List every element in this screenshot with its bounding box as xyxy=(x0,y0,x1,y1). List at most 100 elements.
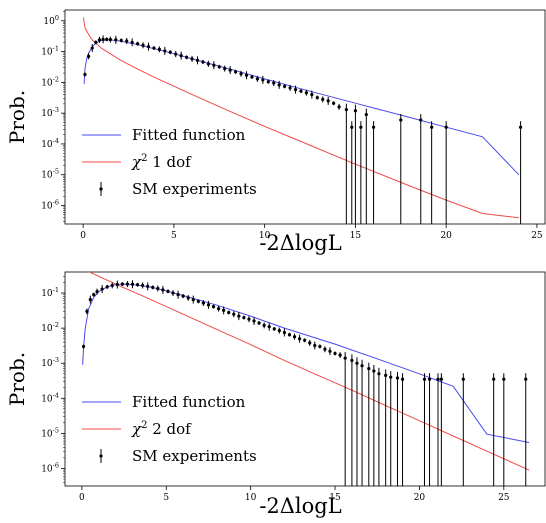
data-point xyxy=(186,296,190,300)
data-point xyxy=(283,84,287,88)
x-tick-label: 20 xyxy=(440,231,452,241)
legend-label: SM experiments xyxy=(132,447,257,465)
legend-swatch-marker xyxy=(99,454,103,458)
data-point xyxy=(234,70,238,74)
data-point xyxy=(266,80,270,84)
legend: Fitted function χ2 1 dof SM experiments xyxy=(82,126,257,198)
data-point xyxy=(267,325,271,329)
data-point xyxy=(161,288,165,292)
y-tick-label: 10-5 xyxy=(41,426,59,439)
data-point xyxy=(97,38,102,42)
data-point xyxy=(201,60,205,64)
data-point xyxy=(130,282,135,286)
data-point xyxy=(86,54,91,58)
data-point xyxy=(90,46,94,50)
data-point xyxy=(223,66,227,71)
x-axis-title: -2ΔlogL xyxy=(259,494,341,518)
data-point xyxy=(201,301,205,305)
y-tick-label: 10-4 xyxy=(41,137,59,150)
data-point xyxy=(389,375,393,379)
data-point xyxy=(359,125,363,129)
data-point xyxy=(242,315,246,320)
data-point xyxy=(146,284,150,288)
data-point xyxy=(141,43,145,47)
data-point xyxy=(168,50,172,54)
data-point xyxy=(337,105,341,109)
fitted-function-line xyxy=(83,39,520,176)
data-point xyxy=(272,327,276,331)
data-point xyxy=(156,286,160,291)
data-point xyxy=(384,373,388,377)
x-tick-label: 0 xyxy=(80,231,86,241)
data-point xyxy=(88,298,92,302)
data-point xyxy=(228,68,232,72)
data-point xyxy=(157,47,161,51)
data-point xyxy=(141,283,145,288)
data-point xyxy=(212,63,216,67)
data-point xyxy=(518,125,523,129)
x-tick-label: 20 xyxy=(414,493,426,503)
data-point xyxy=(257,321,261,325)
plot-frame xyxy=(64,9,546,225)
data-point xyxy=(108,37,112,42)
data-point xyxy=(216,307,221,311)
data-point xyxy=(120,282,124,286)
data-point xyxy=(323,347,327,351)
data-point xyxy=(217,65,221,69)
data-point xyxy=(333,351,337,356)
y-tick-label: 10-2 xyxy=(41,321,59,334)
data-point xyxy=(195,58,200,62)
data-point xyxy=(100,287,104,291)
fitted-function-line xyxy=(82,283,530,443)
data-point xyxy=(85,309,89,313)
y-tick-label: 10-6 xyxy=(41,461,59,474)
y-tick-label: 10-5 xyxy=(41,168,59,181)
plot-area xyxy=(83,17,523,224)
data-point xyxy=(292,335,297,339)
data-point xyxy=(174,52,178,56)
data-point xyxy=(95,289,99,294)
data-point xyxy=(400,377,405,381)
data-point xyxy=(364,112,368,117)
data-point xyxy=(350,125,354,129)
data-point xyxy=(321,97,325,101)
data-point xyxy=(262,323,266,327)
data-point xyxy=(171,291,175,295)
data-point xyxy=(439,377,443,381)
data-point xyxy=(125,282,130,286)
chi2-reference-line xyxy=(88,272,530,471)
legend-label: χ2 2 dof xyxy=(131,420,192,438)
data-point xyxy=(110,283,114,288)
data-point xyxy=(287,333,292,337)
data-point xyxy=(367,367,371,371)
y-tick-label: 10-2 xyxy=(41,75,59,88)
data-point xyxy=(244,73,249,77)
data-point xyxy=(282,330,287,335)
data-point xyxy=(247,317,251,321)
data-point xyxy=(318,344,322,349)
data-point xyxy=(181,294,185,298)
data-point xyxy=(179,53,183,58)
data-point xyxy=(252,319,256,323)
x-tick-label: 0 xyxy=(79,493,85,503)
x-tick-label: 5 xyxy=(163,493,169,503)
data-point xyxy=(151,285,155,289)
data-point xyxy=(419,118,423,122)
y-axis-title: Prob. xyxy=(5,90,29,144)
data-point xyxy=(299,89,303,93)
x-tick-label: 5 xyxy=(171,231,177,241)
data-point xyxy=(344,108,348,112)
data-point xyxy=(125,39,129,43)
x-tick-label: 10 xyxy=(259,231,271,241)
x-tick-label: 15 xyxy=(350,231,362,241)
data-point xyxy=(313,343,317,348)
data-point xyxy=(371,125,376,129)
y-tick-label: 10-6 xyxy=(41,199,59,212)
data-point xyxy=(185,55,189,59)
data-point xyxy=(191,298,195,302)
data-point xyxy=(135,283,140,287)
data-point xyxy=(232,312,236,316)
y-tick-label: 10-3 xyxy=(41,106,59,119)
data-point xyxy=(315,95,319,100)
